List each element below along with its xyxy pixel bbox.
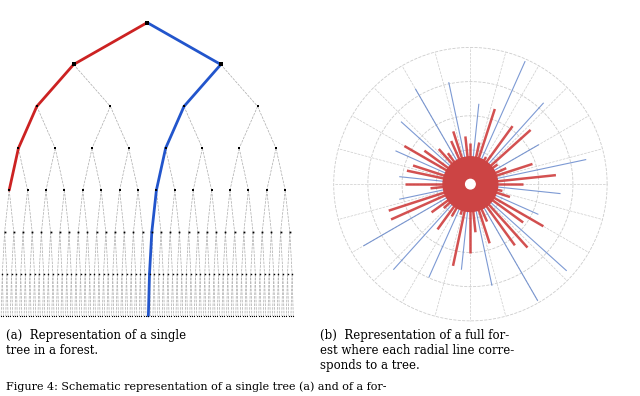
Circle shape [443, 157, 498, 211]
Circle shape [466, 179, 475, 189]
Text: Figure 4: Schematic representation of a single tree (a) and of a for-: Figure 4: Schematic representation of a … [6, 381, 387, 392]
Text: (b)  Representation of a full for-
est where each radial line corre-
sponds to a: (b) Representation of a full for- est wh… [320, 329, 515, 372]
Text: (a)  Representation of a single
tree in a forest.: (a) Representation of a single tree in a… [6, 329, 186, 357]
